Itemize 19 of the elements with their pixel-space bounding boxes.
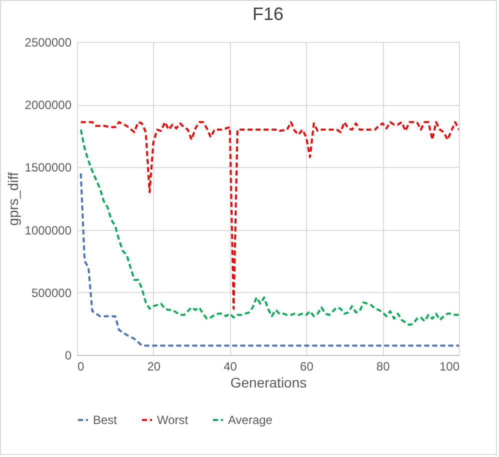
x-tick-label: 80 [376, 360, 390, 374]
legend-label: Average [228, 413, 273, 427]
x-tick-label: 100 [439, 360, 460, 374]
legend-label: Worst [157, 413, 189, 427]
x-tick-label: 0 [78, 360, 84, 374]
x-tick-label: 40 [224, 360, 238, 374]
y-tick-label: 2000000 [24, 98, 72, 112]
y-tick-label: 1000000 [24, 223, 72, 238]
chart-title: F16 [252, 4, 284, 24]
legend-label: Best [93, 413, 118, 427]
x-tick-label: 60 [300, 360, 314, 374]
y-tick-label: 1500000 [24, 160, 72, 175]
y-axis-title: gprs_diff [4, 172, 21, 226]
line-series [80, 172, 459, 347]
x-tick-label: 20 [147, 360, 161, 374]
y-tick-label: 500000 [31, 286, 72, 300]
y-tick-label: 2500000 [24, 36, 72, 50]
y-tick-label: 0 [64, 348, 72, 362]
x-axis-title: Generations [230, 374, 307, 390]
